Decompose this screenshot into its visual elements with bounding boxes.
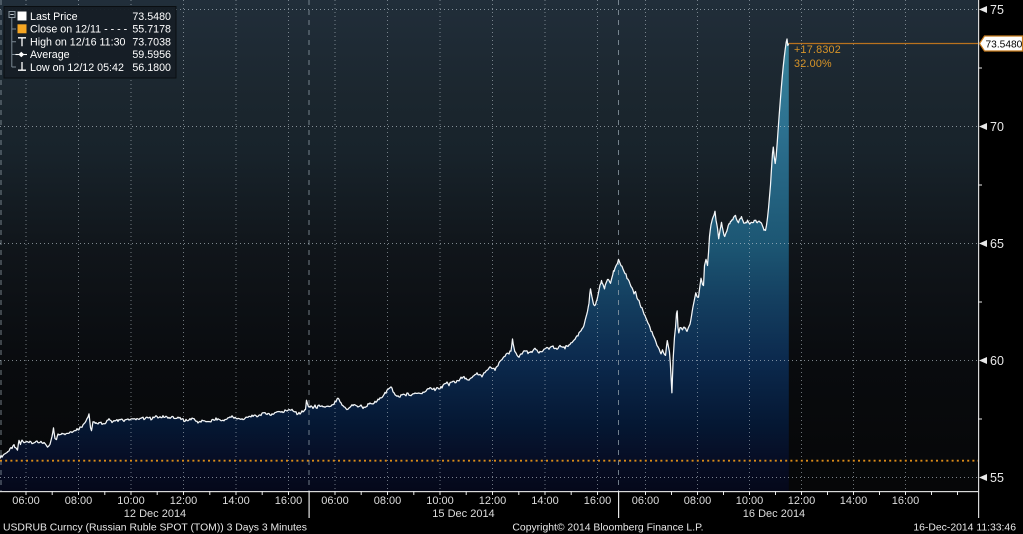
svg-text:06:00: 06:00 — [12, 495, 40, 507]
svg-text:12:00: 12:00 — [479, 495, 507, 507]
svg-text:12 Dec 2014: 12 Dec 2014 — [124, 508, 186, 520]
svg-text:14:00: 14:00 — [222, 495, 250, 507]
svg-text:Low on 12/12 05:42: Low on 12/12 05:42 — [30, 62, 124, 74]
svg-text:Copyright© 2014 Bloomberg Fina: Copyright© 2014 Bloomberg Finance L.P. — [512, 523, 703, 534]
svg-text:10:00: 10:00 — [117, 495, 145, 507]
svg-text:06:00: 06:00 — [632, 495, 660, 507]
svg-text:73.5480: 73.5480 — [132, 11, 171, 23]
svg-text:16:00: 16:00 — [892, 495, 920, 507]
svg-text:Average: Average — [30, 49, 70, 61]
svg-text:16:00: 16:00 — [275, 495, 303, 507]
svg-text:55.7178: 55.7178 — [132, 24, 171, 36]
svg-text:16 Dec 2014: 16 Dec 2014 — [743, 508, 805, 520]
svg-text:16:00: 16:00 — [584, 495, 612, 507]
svg-text:70: 70 — [990, 120, 1004, 134]
svg-text:14:00: 14:00 — [840, 495, 868, 507]
svg-text:14:00: 14:00 — [531, 495, 559, 507]
svg-text:32.00%: 32.00% — [794, 58, 832, 70]
svg-text:12:00: 12:00 — [788, 495, 816, 507]
svg-text:73.5480: 73.5480 — [986, 40, 1023, 51]
svg-text:55: 55 — [990, 471, 1004, 485]
svg-text:10:00: 10:00 — [426, 495, 454, 507]
svg-text:15 Dec 2014: 15 Dec 2014 — [432, 508, 494, 520]
svg-text:+17.8302: +17.8302 — [794, 44, 841, 56]
svg-text:08:00: 08:00 — [65, 495, 93, 507]
svg-text:16-Dec-2014 11:33:46: 16-Dec-2014 11:33:46 — [913, 523, 1016, 534]
svg-text:Last Price: Last Price — [30, 11, 78, 23]
svg-text:USDRUB Curncy (Russian Ruble S: USDRUB Curncy (Russian Ruble SPOT (TOM))… — [3, 523, 307, 534]
svg-text:12:00: 12:00 — [170, 495, 198, 507]
svg-text:60: 60 — [990, 354, 1004, 368]
svg-text:06:00: 06:00 — [321, 495, 349, 507]
svg-text:Close on 12/11 - - - -: Close on 12/11 - - - - — [30, 24, 128, 36]
svg-text:High on 12/16 11:30: High on 12/16 11:30 — [30, 36, 126, 48]
svg-text:08:00: 08:00 — [374, 495, 402, 507]
svg-text:56.1800: 56.1800 — [132, 62, 171, 74]
svg-text:59.5956: 59.5956 — [132, 49, 171, 61]
svg-text:75: 75 — [990, 3, 1004, 17]
svg-text:10:00: 10:00 — [736, 495, 764, 507]
svg-text:08:00: 08:00 — [684, 495, 712, 507]
svg-text:65: 65 — [990, 237, 1004, 251]
svg-text:73.7038: 73.7038 — [132, 36, 171, 48]
